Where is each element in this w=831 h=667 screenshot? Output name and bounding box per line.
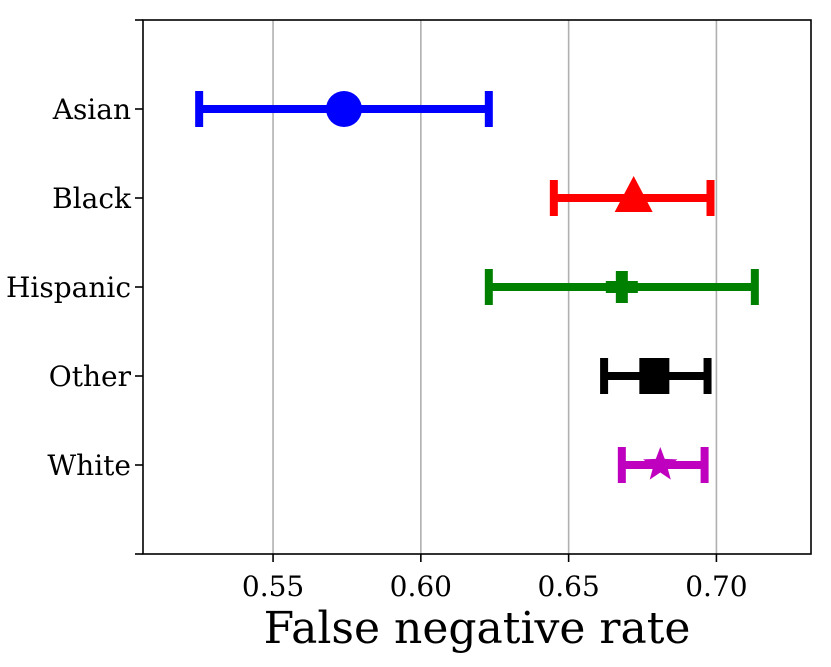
series-white — [617, 447, 709, 483]
y-tick-label-white: White — [47, 449, 131, 482]
y-tick-label-hispanic: Hispanic — [6, 271, 131, 304]
marker-square — [639, 358, 670, 394]
x-axis-ticks: 0.55 0.60 0.65 0.70 — [242, 554, 748, 603]
series-hispanic — [484, 269, 759, 305]
marker-triangle — [614, 176, 653, 212]
marker-plus-v — [615, 271, 628, 303]
x-axis-label: False negative rate — [264, 603, 691, 654]
y-axis-ticks: Asian Black Hispanic Other White — [6, 19, 143, 555]
marker-star — [643, 447, 678, 480]
series-asian — [195, 91, 493, 127]
series-black — [549, 176, 715, 216]
y-tick-label-other: Other — [49, 360, 132, 393]
x-tick-label: 0.55 — [242, 570, 304, 603]
series-other — [600, 358, 712, 394]
y-tick-label-asian: Asian — [52, 93, 131, 126]
series-group — [195, 91, 759, 483]
x-tick-label: 0.60 — [390, 570, 452, 603]
x-tick-label: 0.65 — [537, 570, 599, 603]
marker-circle — [325, 91, 362, 127]
x-tick-label: 0.70 — [685, 570, 747, 603]
plot-frame — [142, 19, 812, 555]
y-tick-label-black: Black — [52, 182, 132, 215]
